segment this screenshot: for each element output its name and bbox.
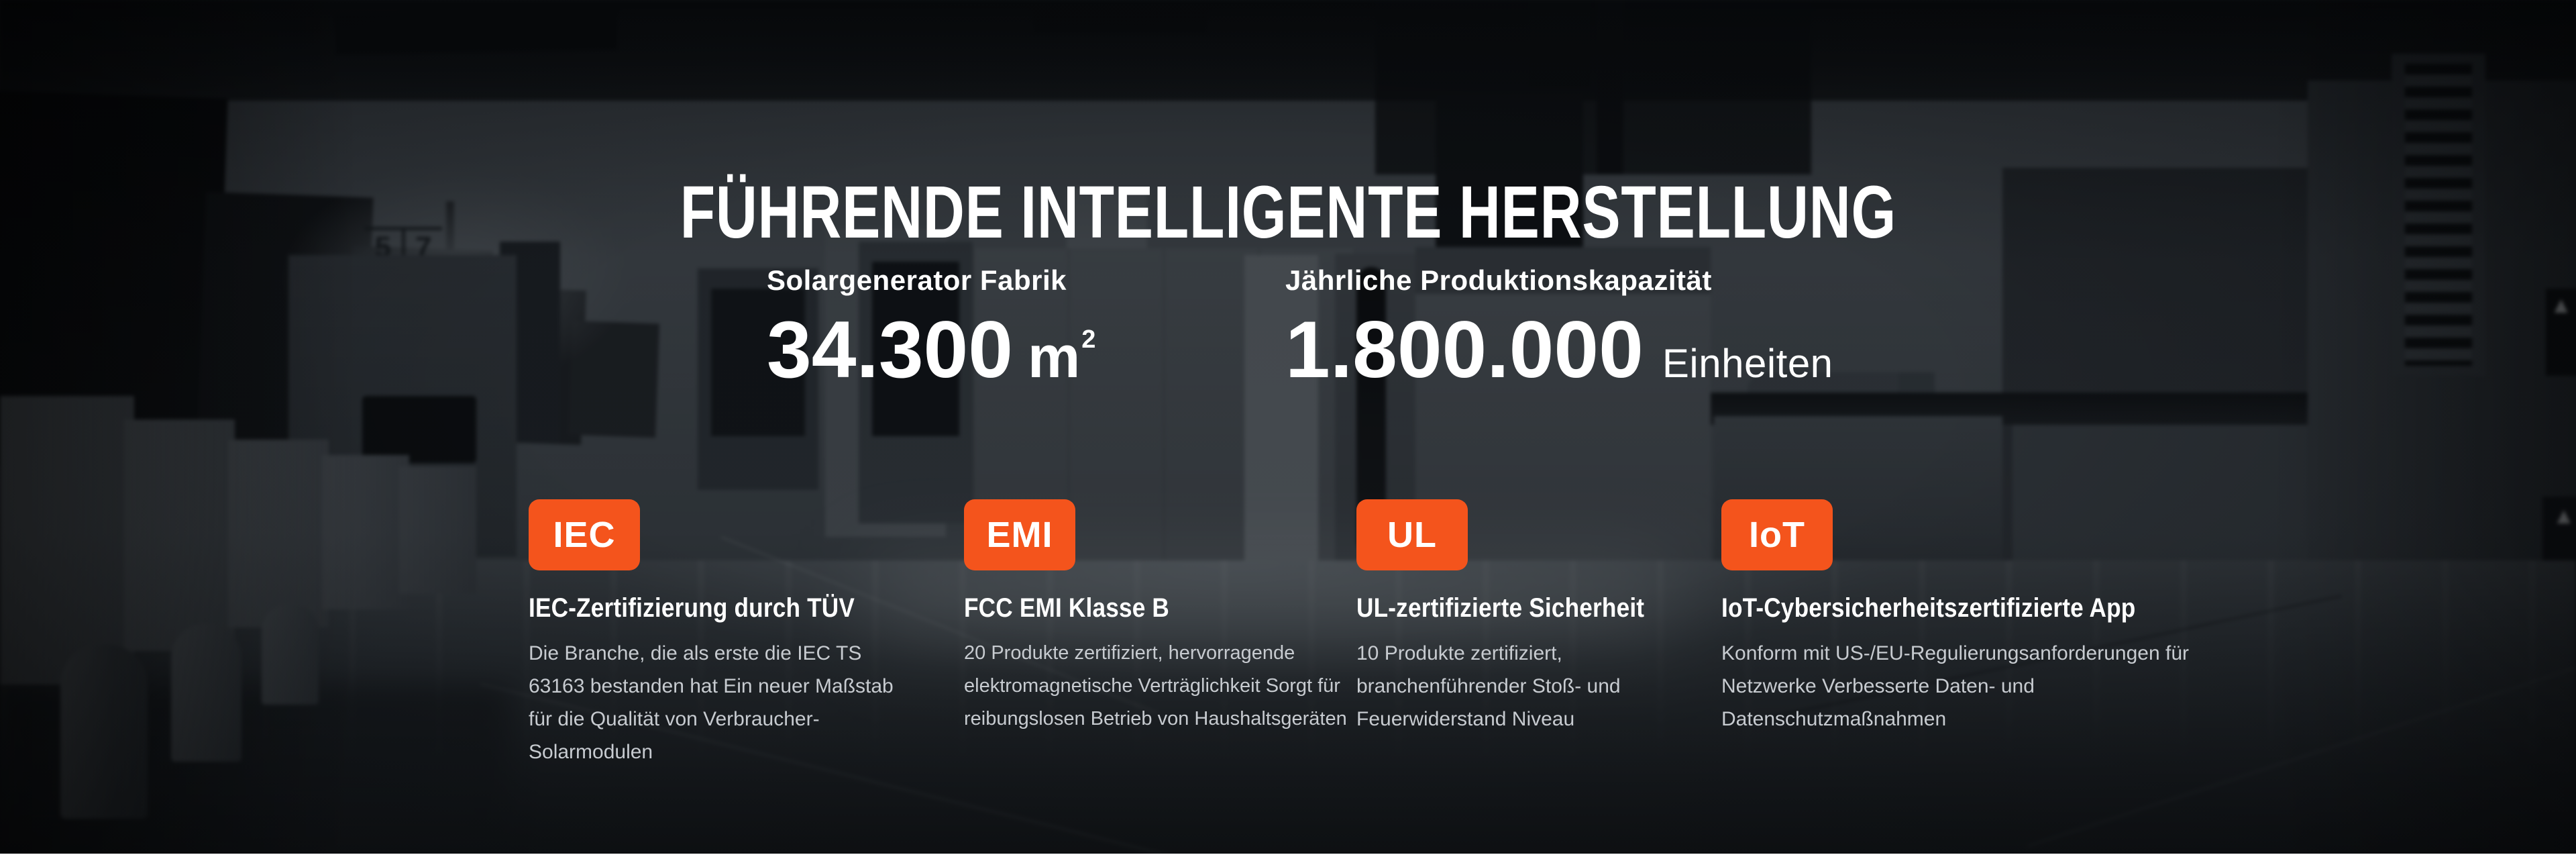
stat-value: 34.300	[767, 305, 1014, 395]
stat-unit-superscript: 2	[1081, 325, 1096, 354]
page-title: FÜHRENDE INTELLIGENTE HERSTELLUNG	[0, 170, 2576, 254]
cert-card-iot: IoT IoT-Cybersicherheitszertifizierte Ap…	[1721, 499, 2191, 736]
stat-annual-capacity: Jährliche Produktionskapazität 1.800.000…	[1285, 264, 1833, 396]
cert-card-ul: UL UL-zertifizierte Sicherheit 10 Produk…	[1356, 499, 1682, 736]
cert-title: FCC EMI Klasse B	[964, 593, 1170, 623]
page-title-text: FÜHRENDE INTELLIGENTE HERSTELLUNG	[680, 170, 1896, 254]
cert-description: Konform mit US-/EU-Regulierungsanforderu…	[1721, 642, 2189, 730]
iot-badge: IoT	[1721, 499, 1833, 570]
cert-card-emi: EMI FCC EMI Klasse B 20 Produkte zertifi…	[964, 499, 1366, 736]
stat-label: Jährliche Produktionskapazität	[1285, 264, 1712, 296]
cert-description: 10 Produkte zertifiziert, branchenführen…	[1356, 642, 1621, 730]
cert-card-iec: IEC IEC-Zertifizierung durch TÜV Die Bra…	[529, 499, 901, 768]
stat-value-row: 1.800.000 Einheiten	[1285, 303, 1833, 396]
cert-title: IoT-Cybersicherheitszertifizierte App	[1721, 593, 2136, 623]
cert-description: Die Branche, die als erste die IEC TS 63…	[529, 642, 894, 763]
stat-factory-area: Solargenerator Fabrik 34.300 m2	[767, 264, 1095, 396]
iec-badge: IEC	[529, 499, 640, 570]
next-section-edge	[0, 854, 2576, 859]
stat-unit-square-meters: m2	[1028, 323, 1095, 391]
cert-title: UL-zertifizierte Sicherheit	[1356, 593, 1645, 623]
emi-badge: EMI	[964, 499, 1075, 570]
ul-badge: UL	[1356, 499, 1468, 570]
cert-title: IEC-Zertifizierung durch TÜV	[529, 593, 855, 623]
cert-description: 20 Produkte zertifiziert, hervorragende …	[964, 642, 1347, 729]
stat-value-row: 34.300 m2	[767, 303, 1095, 396]
stat-value: 1.800.000	[1285, 305, 1644, 395]
stat-label: Solargenerator Fabrik	[767, 264, 1067, 296]
stat-unit-letter: m	[1028, 323, 1081, 390]
stat-unit-units: Einheiten	[1662, 341, 1833, 386]
